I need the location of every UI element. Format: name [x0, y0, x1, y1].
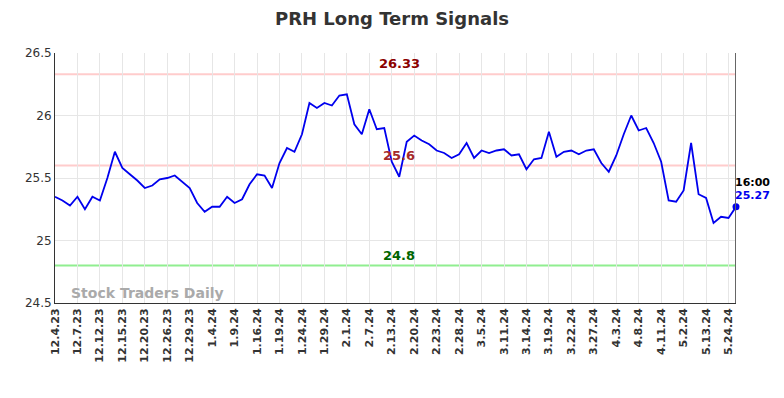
svg-text:1.19.24: 1.19.24 — [273, 308, 286, 355]
svg-text:26.33: 26.33 — [379, 56, 420, 71]
svg-text:12.7.23: 12.7.23 — [71, 308, 84, 355]
svg-text:3.11.24: 3.11.24 — [498, 308, 511, 355]
svg-text:3.5.24: 3.5.24 — [475, 308, 488, 347]
svg-text:2.7.24: 2.7.24 — [363, 308, 376, 347]
svg-text:25.6: 25.6 — [383, 148, 415, 163]
svg-text:3.27.24: 3.27.24 — [587, 308, 600, 355]
svg-text:5.24.24: 5.24.24 — [722, 308, 735, 355]
svg-text:2.23.24: 2.23.24 — [430, 308, 443, 355]
svg-text:16:00: 16:00 — [735, 176, 770, 189]
svg-text:24.5: 24.5 — [25, 296, 52, 310]
svg-text:PRH Long Term Signals: PRH Long Term Signals — [275, 8, 509, 29]
svg-text:12.20.23: 12.20.23 — [138, 308, 151, 362]
svg-text:12.26.23: 12.26.23 — [161, 308, 174, 362]
svg-text:12.29.23: 12.29.23 — [183, 308, 196, 362]
svg-text:4.8.24: 4.8.24 — [632, 308, 645, 347]
svg-text:5.2.24: 5.2.24 — [677, 308, 690, 347]
svg-text:12.15.23: 12.15.23 — [116, 308, 129, 362]
svg-text:4.11.24: 4.11.24 — [655, 308, 668, 355]
svg-text:1.4.24: 1.4.24 — [206, 308, 219, 347]
svg-text:25: 25 — [36, 234, 51, 248]
svg-text:1.9.24: 1.9.24 — [228, 308, 241, 347]
svg-text:3.14.24: 3.14.24 — [520, 308, 533, 355]
svg-text:26.5: 26.5 — [25, 46, 52, 60]
svg-text:1.29.24: 1.29.24 — [318, 308, 331, 355]
svg-text:12.4.23: 12.4.23 — [49, 308, 62, 355]
svg-text:1.16.24: 1.16.24 — [251, 308, 264, 355]
svg-text:2.1.24: 2.1.24 — [340, 308, 353, 347]
svg-text:5.13.24: 5.13.24 — [700, 308, 713, 355]
svg-text:1.24.24: 1.24.24 — [296, 308, 309, 355]
svg-text:24.8: 24.8 — [383, 248, 415, 263]
svg-text:3.19.24: 3.19.24 — [542, 308, 555, 355]
svg-text:2.13.24: 2.13.24 — [385, 308, 398, 355]
svg-text:3.22.24: 3.22.24 — [565, 308, 578, 355]
svg-text:12.12.23: 12.12.23 — [93, 308, 106, 362]
svg-text:26: 26 — [36, 109, 51, 123]
svg-text:25.27: 25.27 — [735, 189, 770, 202]
svg-text:25.5: 25.5 — [25, 171, 52, 185]
svg-text:Stock Traders Daily: Stock Traders Daily — [71, 285, 224, 301]
svg-text:2.20.24: 2.20.24 — [408, 308, 421, 355]
svg-text:2.28.24: 2.28.24 — [453, 308, 466, 355]
svg-text:4.3.24: 4.3.24 — [610, 308, 623, 347]
